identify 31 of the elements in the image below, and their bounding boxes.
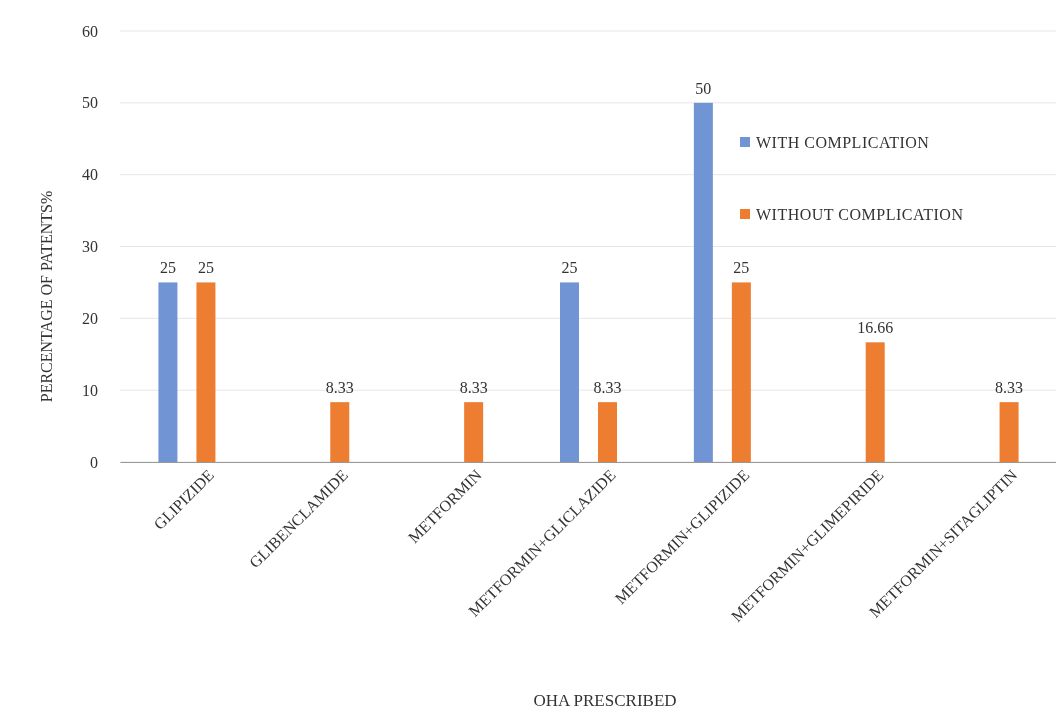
data-label: 25 [159, 259, 176, 277]
bar [865, 342, 885, 462]
y-tick-label: 20 [82, 309, 98, 327]
bar [560, 282, 579, 462]
bar [693, 102, 713, 462]
x-axis-title: OHA PRESCRIBED [533, 690, 677, 708]
y-axis-title: PERCENTAGE OF PATENTS% [38, 190, 55, 403]
data-label: 8.33 [593, 379, 622, 397]
bar [330, 402, 350, 462]
bar [196, 282, 216, 462]
y-tick-label: 40 [82, 166, 98, 184]
data-label: 25 [733, 259, 750, 277]
y-tick-label: 50 [82, 94, 98, 112]
data-label: 25 [561, 259, 578, 277]
legend-label: WITHOUT COMPLICATION [756, 205, 964, 223]
data-label: 8.33 [325, 379, 354, 397]
data-label: 8.33 [459, 379, 488, 397]
y-tick-label: 60 [82, 22, 98, 40]
data-label: 50 [695, 79, 712, 97]
bar [158, 282, 178, 462]
data-label: 8.33 [995, 379, 1024, 397]
bar [464, 402, 484, 462]
bar [598, 402, 617, 462]
data-label: 16.66 [857, 319, 894, 337]
y-tick-label: 30 [82, 238, 98, 256]
data-label: 25 [197, 259, 214, 277]
bar [731, 282, 751, 462]
bar [999, 402, 1019, 462]
legend-label: WITH COMPLICATION [756, 133, 930, 151]
y-tick-label: 10 [82, 381, 98, 399]
y-tick-label: 0 [90, 453, 98, 471]
